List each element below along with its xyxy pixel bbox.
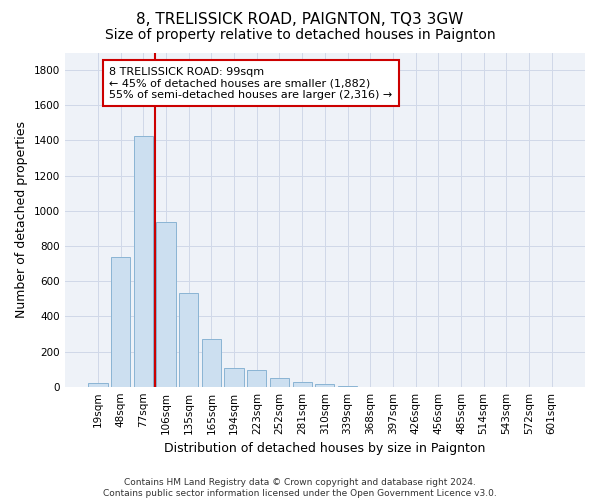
Bar: [157, 222, 176, 386]
Y-axis label: Number of detached properties: Number of detached properties: [15, 121, 28, 318]
Bar: [224, 368, 244, 386]
Bar: [202, 339, 221, 386]
Bar: [111, 258, 130, 386]
Text: 8 TRELISSICK ROAD: 99sqm
← 45% of detached houses are smaller (1,882)
55% of sem: 8 TRELISSICK ROAD: 99sqm ← 45% of detach…: [109, 66, 392, 100]
Text: Size of property relative to detached houses in Paignton: Size of property relative to detached ho…: [104, 28, 496, 42]
Bar: [270, 378, 289, 386]
Text: 8, TRELISSICK ROAD, PAIGNTON, TQ3 3GW: 8, TRELISSICK ROAD, PAIGNTON, TQ3 3GW: [136, 12, 464, 28]
Bar: [293, 382, 312, 386]
Bar: [247, 370, 266, 386]
Bar: [134, 136, 153, 386]
Text: Contains HM Land Registry data © Crown copyright and database right 2024.
Contai: Contains HM Land Registry data © Crown c…: [103, 478, 497, 498]
Bar: [315, 384, 334, 386]
Bar: [88, 383, 107, 386]
Bar: [179, 294, 199, 386]
X-axis label: Distribution of detached houses by size in Paignton: Distribution of detached houses by size …: [164, 442, 485, 455]
